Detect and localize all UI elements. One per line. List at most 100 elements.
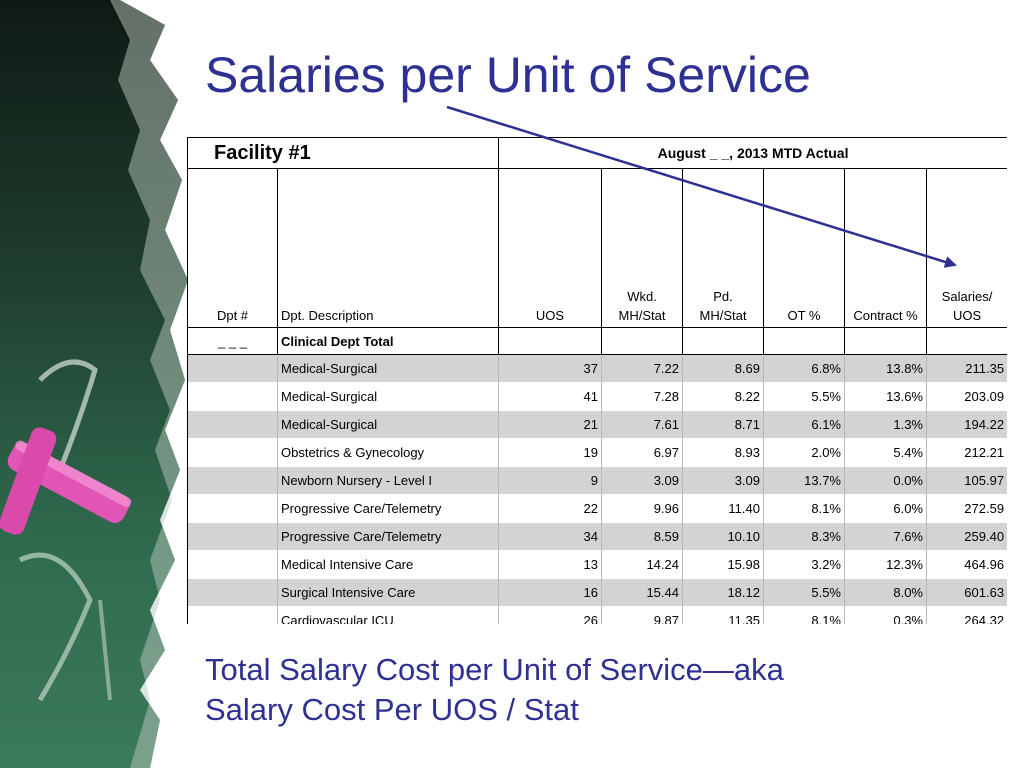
cell-dpt bbox=[187, 522, 278, 551]
cell-dpt bbox=[187, 578, 278, 607]
slide-subtitle: Total Salary Cost per Unit of Service—ak… bbox=[205, 650, 1005, 730]
col-wkd-header: Wkd. MH/Stat bbox=[601, 168, 683, 328]
table-row: Medical-Surgical 37 7.22 8.69 6.8% 13.8% 211.3… bbox=[187, 354, 1007, 383]
cell-desc: Medical-Surgical bbox=[277, 410, 499, 439]
cell-contract: 0.0% bbox=[844, 466, 927, 495]
col-desc-header: Dpt. Description bbox=[277, 168, 499, 328]
cell-pd: 11.35 bbox=[682, 606, 764, 624]
table-row: Surgical Intensive Care 16 15.44 18.12 5.5% 8… bbox=[187, 578, 1007, 607]
col-pd-header: Pd. MH/Stat bbox=[682, 168, 764, 328]
cell-dpt bbox=[187, 606, 278, 624]
cell-wkd: 14.24 bbox=[601, 550, 683, 579]
cell-sal: 105.97 bbox=[925, 466, 1007, 495]
period-label: August _ _, 2013 MTD Actual bbox=[497, 137, 1007, 169]
column-headers-row: Dpt # Dpt. Description UOS Wkd. MH/Stat … bbox=[187, 168, 1007, 328]
table-row: Newborn Nursery - Level I 9 3.09 3.09 13.7% 0… bbox=[187, 466, 1007, 495]
table-row: Medical-Surgical 41 7.28 8.22 5.5% 13.6% 203.0… bbox=[187, 382, 1007, 411]
cell-uos: 41 bbox=[498, 382, 602, 411]
cell-ot: 8.1% bbox=[763, 606, 845, 624]
col-pd-header-line1: Pd. bbox=[713, 289, 733, 304]
cell-wkd: 7.28 bbox=[601, 382, 683, 411]
cell-sal: 211.35 bbox=[925, 354, 1007, 383]
cell-wkd: 15.44 bbox=[601, 578, 683, 607]
cell-uos: 13 bbox=[498, 550, 602, 579]
cell-desc: Medical Intensive Care bbox=[277, 550, 499, 579]
col-dpt-header: Dpt # bbox=[187, 168, 278, 328]
cell-wkd: 7.61 bbox=[601, 410, 683, 439]
cell-uos: 19 bbox=[498, 438, 602, 467]
cell-desc: Progressive Care/Telemetry bbox=[277, 522, 499, 551]
cell-ot: 3.2% bbox=[763, 550, 845, 579]
cell-wkd: 9.87 bbox=[601, 606, 683, 624]
salary-table: Facility #1 August _ _, 2013 MTD Actual … bbox=[187, 137, 1007, 624]
chalkboard-decoration bbox=[0, 0, 190, 768]
cell-sal: 264.32 bbox=[925, 606, 1007, 624]
cell-ot: 2.0% bbox=[763, 438, 845, 467]
table-body: Medical-Surgical 37 7.22 8.69 6.8% 13.8% 211.3… bbox=[187, 354, 1007, 624]
cell-contract: 6.0% bbox=[844, 494, 927, 523]
cell-contract: 13.8% bbox=[844, 354, 927, 383]
cell-dpt bbox=[187, 382, 278, 411]
cell-dpt bbox=[187, 494, 278, 523]
table-row: Progressive Care/Telemetry 34 8.59 10.10 8.3… bbox=[187, 522, 1007, 551]
cell-uos: 22 bbox=[498, 494, 602, 523]
cell-ot: 6.8% bbox=[763, 354, 845, 383]
table-row: Progressive Care/Telemetry 22 9.96 11.40 8.1… bbox=[187, 494, 1007, 523]
clinical-dpt: _ _ _ bbox=[187, 327, 278, 355]
cell-wkd: 6.97 bbox=[601, 438, 683, 467]
cell-desc: Surgical Intensive Care bbox=[277, 578, 499, 607]
cell-pd: 18.12 bbox=[682, 578, 764, 607]
col-uos-header: UOS bbox=[498, 168, 602, 328]
subtitle-line-2: Salary Cost Per UOS / Stat bbox=[205, 692, 579, 727]
cell-uos: 26 bbox=[498, 606, 602, 624]
cell-ot: 6.1% bbox=[763, 410, 845, 439]
cell-dpt bbox=[187, 354, 278, 383]
clinical-total-row: _ _ _ Clinical Dept Total bbox=[187, 327, 1007, 355]
cell-contract: 1.3% bbox=[844, 410, 927, 439]
cell-sal: 464.96 bbox=[925, 550, 1007, 579]
cell-ot: 5.5% bbox=[763, 578, 845, 607]
cell-sal: 194.22 bbox=[925, 410, 1007, 439]
cell-desc: Medical-Surgical bbox=[277, 354, 499, 383]
cell-dpt bbox=[187, 410, 278, 439]
col-sal-header-line1: Salaries/ bbox=[941, 289, 993, 304]
cell-pd: 10.10 bbox=[682, 522, 764, 551]
cell-pd: 8.93 bbox=[682, 438, 764, 467]
table-row: Medical-Surgical 21 7.61 8.71 6.1% 1.3% 194.22 bbox=[187, 410, 1007, 439]
cell-contract: 0.3% bbox=[844, 606, 927, 624]
cell-contract: 13.6% bbox=[844, 382, 927, 411]
salary-table-container: Facility #1 August _ _, 2013 MTD Actual … bbox=[187, 137, 1007, 624]
col-ot-header: OT % bbox=[763, 168, 845, 328]
table-header-row: Facility #1 August _ _, 2013 MTD Actual bbox=[187, 137, 1007, 169]
slide-title: Salaries per Unit of Service bbox=[205, 47, 811, 103]
table-row: Obstetrics & Gynecology 19 6.97 8.93 2.0% 5.4… bbox=[187, 438, 1007, 467]
col-wkd-header-line2: MH/Stat bbox=[618, 308, 666, 323]
cell-pd: 3.09 bbox=[682, 466, 764, 495]
cell-sal: 601.63 bbox=[925, 578, 1007, 607]
cell-ot: 8.1% bbox=[763, 494, 845, 523]
cell-sal: 259.40 bbox=[925, 522, 1007, 551]
cell-desc: Obstetrics & Gynecology bbox=[277, 438, 499, 467]
col-contract-header: Contract % bbox=[844, 168, 927, 328]
cell-contract: 5.4% bbox=[844, 438, 927, 467]
subtitle-line-1: Total Salary Cost per Unit of Service—ak… bbox=[205, 652, 784, 687]
clinical-desc: Clinical Dept Total bbox=[277, 327, 499, 355]
cell-sal: 272.59 bbox=[925, 494, 1007, 523]
cell-wkd: 3.09 bbox=[601, 466, 683, 495]
col-sal-header: Salaries/ UOS bbox=[925, 168, 1007, 328]
col-sal-header-line2: UOS bbox=[952, 308, 982, 323]
chalk-image bbox=[0, 0, 190, 768]
cell-uos: 34 bbox=[498, 522, 602, 551]
col-pd-header-line2: MH/Stat bbox=[699, 308, 747, 323]
cell-uos: 9 bbox=[498, 466, 602, 495]
cell-contract: 12.3% bbox=[844, 550, 927, 579]
cell-contract: 7.6% bbox=[844, 522, 927, 551]
cell-pd: 11.40 bbox=[682, 494, 764, 523]
cell-sal: 212.21 bbox=[925, 438, 1007, 467]
facility-label: Facility #1 bbox=[187, 137, 499, 169]
cell-dpt bbox=[187, 438, 278, 467]
cell-pd: 8.69 bbox=[682, 354, 764, 383]
cell-desc: Medical-Surgical bbox=[277, 382, 499, 411]
cell-wkd: 7.22 bbox=[601, 354, 683, 383]
cell-wkd: 9.96 bbox=[601, 494, 683, 523]
